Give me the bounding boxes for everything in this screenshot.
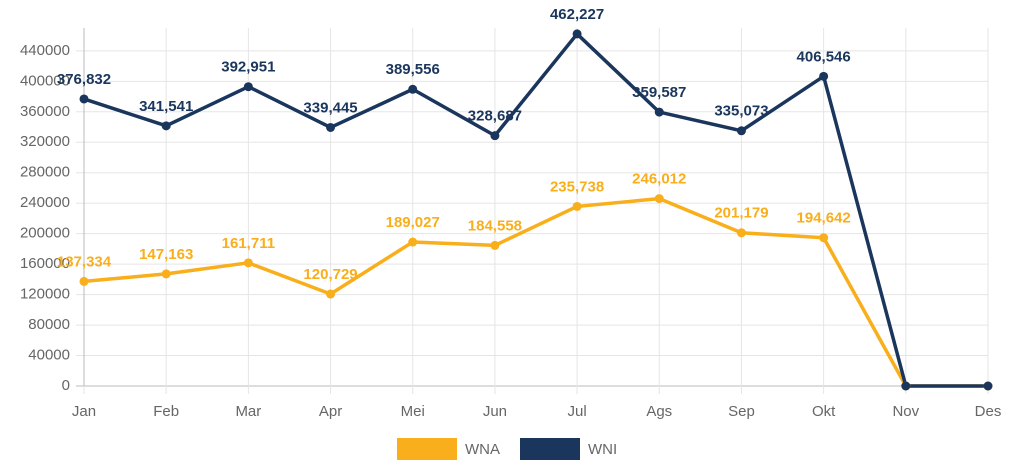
point [326, 122, 336, 132]
point [490, 240, 500, 250]
point [161, 121, 171, 131]
x-tick-label: Apr [319, 403, 342, 420]
point [243, 82, 253, 92]
point [654, 194, 664, 204]
value-label: 359,587 [632, 84, 686, 101]
x-tick-label: Des [975, 403, 1002, 420]
y-tick-label: 0 [62, 377, 70, 394]
value-label: 339,445 [303, 99, 357, 116]
y-tick-label: 360000 [20, 103, 70, 120]
legend-label: WNI [588, 441, 617, 458]
point [983, 381, 993, 391]
x-tick-label: Sep [728, 403, 755, 420]
value-label: 335,073 [714, 103, 768, 120]
y-tick-label: 240000 [20, 194, 70, 211]
y-tick-label: 400000 [20, 72, 70, 89]
value-label: 392,951 [221, 59, 275, 76]
legend-swatch [520, 438, 580, 460]
x-tick-label: Ags [646, 403, 672, 420]
x-tick-label: Okt [812, 403, 836, 420]
value-label: 201,179 [714, 205, 768, 222]
point [79, 276, 89, 286]
series-line [83, 32, 988, 388]
y-tick-label: 160000 [20, 255, 70, 272]
y-tick-label: 80000 [28, 316, 70, 333]
value-label: 376,832 [57, 71, 111, 88]
x-tick-label: Jul [567, 403, 586, 420]
value-label: 328,687 [468, 108, 522, 125]
value-label: 406,546 [797, 48, 851, 65]
legend-label: WNA [465, 441, 500, 458]
value-label: 184,558 [468, 217, 522, 234]
point [408, 84, 418, 94]
point [243, 258, 253, 268]
value-label: 389,556 [386, 61, 440, 78]
x-tick-label: Mei [401, 403, 425, 420]
y-tick-label: 200000 [20, 225, 70, 242]
point [572, 29, 582, 39]
point [161, 269, 171, 279]
point [901, 381, 911, 391]
value-label: 341,541 [139, 98, 193, 115]
value-label: 120,729 [303, 266, 357, 283]
value-label: 189,027 [386, 214, 440, 231]
x-tick-label: Jan [72, 403, 96, 420]
legend-swatch [397, 438, 457, 460]
value-label: 246,012 [632, 171, 686, 188]
value-label: 161,711 [222, 235, 275, 252]
value-label: 235,738 [550, 178, 604, 195]
x-tick-label: Feb [153, 403, 179, 420]
x-tick-label: Nov [892, 403, 919, 420]
point [819, 233, 829, 243]
point [736, 228, 746, 238]
value-label: 137,334 [57, 253, 112, 270]
y-tick-label: 280000 [20, 164, 70, 181]
point [79, 94, 89, 104]
y-tick-label: 320000 [20, 133, 70, 150]
point [326, 289, 336, 299]
y-tick-label: 120000 [20, 286, 70, 303]
y-tick-label: 440000 [20, 42, 70, 59]
y-tick-label: 40000 [28, 347, 70, 364]
point [572, 201, 582, 211]
series-line [83, 196, 988, 388]
point [490, 131, 500, 141]
point [408, 237, 418, 247]
value-label: 147,163 [139, 246, 193, 263]
point [819, 71, 829, 81]
value-label: 194,642 [797, 210, 851, 227]
value-label: 462,227 [550, 6, 604, 23]
point [736, 126, 746, 136]
x-tick-label: Mar [235, 403, 261, 420]
x-tick-label: Jun [483, 403, 507, 420]
point [654, 107, 664, 117]
